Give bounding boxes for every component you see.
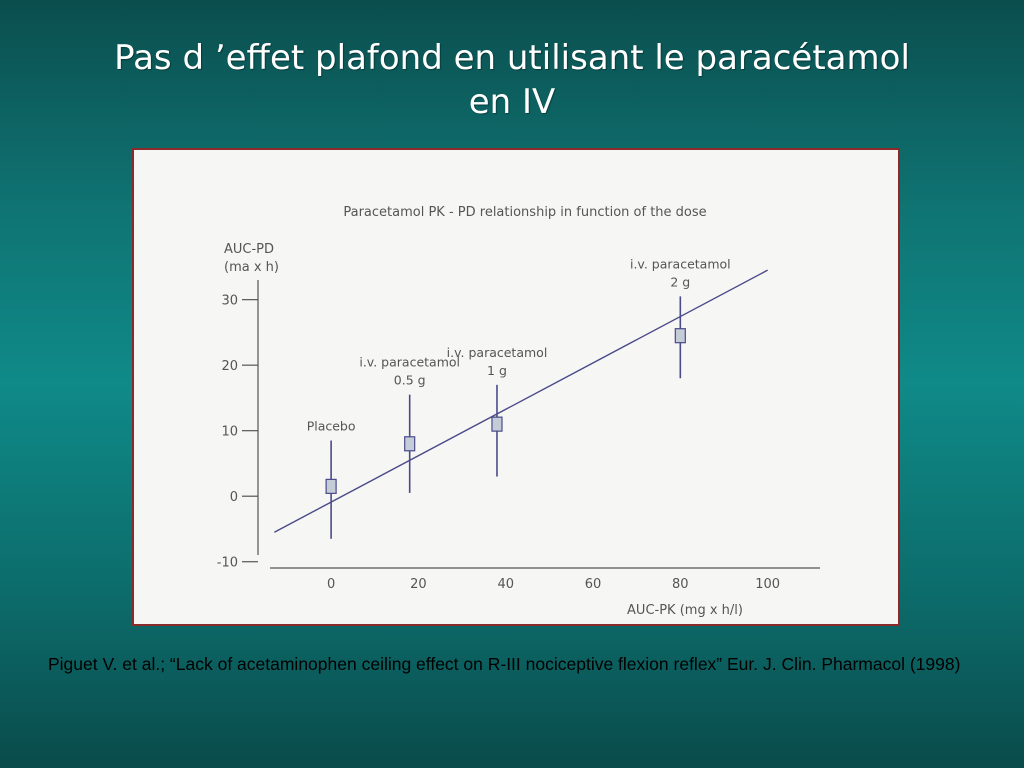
y-tick-label: 10	[221, 425, 238, 440]
y-tick-label: -10	[217, 556, 238, 571]
x-tick-label: 40	[497, 577, 514, 592]
x-tick-label: 100	[755, 577, 780, 592]
chart-panel: Paracetamol PK - PD relationship in func…	[132, 148, 900, 626]
chart-title: Paracetamol PK - PD relationship in func…	[343, 205, 706, 220]
chart-svg: Paracetamol PK - PD relationship in func…	[217, 205, 820, 618]
x-axis-label: AUC-PK (mg x h/l)	[627, 603, 743, 618]
x-tick-label: 60	[585, 577, 602, 592]
data-point-marker	[674, 328, 686, 344]
data-point-label: 1 g	[487, 363, 507, 378]
x-tick-label: 0	[327, 577, 335, 592]
data-point-label: i.v. paracetamol	[447, 345, 548, 360]
y-tick-label: 30	[221, 294, 238, 309]
data-point-marker	[325, 478, 337, 494]
data-point-label: i.v. paracetamol	[359, 355, 460, 370]
y-axis-label-line-2: (ma x h)	[224, 260, 279, 275]
data-point-label: i.v. paracetamol	[630, 256, 731, 271]
data-point-label: 0.5 g	[394, 373, 426, 388]
slide-title-line-2: en IV	[468, 82, 556, 122]
data-point-marker	[404, 436, 416, 452]
slide-title-line-1: Pas d ’effet plafond en utilisant le par…	[114, 38, 910, 78]
data-point-label: Placebo	[307, 419, 356, 434]
y-tick-label: 20	[221, 359, 238, 374]
data-point-label: 2 g	[670, 274, 690, 289]
x-tick-label: 20	[410, 577, 427, 592]
slide-title: Pas d ’effet plafond en utilisant le par…	[40, 36, 984, 124]
y-axis-label-line-1: AUC-PD	[224, 242, 274, 257]
x-tick-label: 80	[672, 577, 689, 592]
citation: Piguet V. et al.; “Lack of acetaminophen…	[48, 654, 961, 674]
regression-line	[274, 269, 768, 533]
y-tick-label: 0	[230, 490, 238, 505]
data-point-marker	[491, 416, 503, 432]
